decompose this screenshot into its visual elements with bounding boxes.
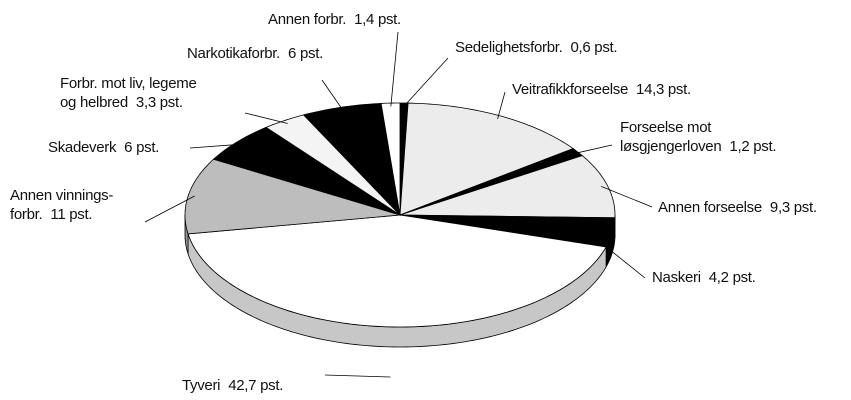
slice-label: Annen vinnings- forbr. 11 pst. <box>10 186 113 224</box>
leader-line <box>144 195 195 223</box>
pie-slice <box>187 214 607 328</box>
pie-slice <box>265 114 401 216</box>
category-name: Annen forbr. <box>268 11 347 28</box>
value-label: 6 pst. <box>124 139 160 156</box>
leader-line <box>324 374 391 378</box>
value-label: 0,6 pst. <box>570 39 618 56</box>
slice-label: Forseelse mot løsgjengerloven 1,2 pst. <box>620 118 777 156</box>
pie-slice <box>399 102 574 216</box>
value-label: 42,7 pst. <box>228 377 284 394</box>
category-name: Forbr. mot liv, legeme og helbred <box>60 75 197 111</box>
leader-line <box>497 91 506 120</box>
value-label: 4,2 pst. <box>708 269 756 286</box>
slice-label: Skadeverk 6 pst. <box>48 138 159 157</box>
leader-line <box>605 246 646 279</box>
slice-label: Forbr. mot liv, legeme og helbred 3,3 pst… <box>60 74 197 112</box>
value-label: 3,3 pst. <box>135 94 183 111</box>
leader-line <box>403 57 449 107</box>
pie-slice <box>212 126 401 216</box>
pie-slice <box>184 158 401 235</box>
slice-label: Veitrafikkforseelse 14,3 pst. <box>512 80 691 99</box>
category-name: Skadeverk <box>48 139 117 156</box>
slice-label: Narkotikaforbr. 6 pst. <box>187 44 323 63</box>
category-name: Annen vinnings- forbr. <box>10 187 114 223</box>
slice-label: Annen forbr. 1,4 pst. <box>268 10 401 29</box>
value-label: 14,3 pst. <box>636 81 691 98</box>
slice-label: Sedelighetsforbr. 0,6 pst. <box>455 38 618 57</box>
leader-line <box>572 144 613 155</box>
value-label: 1,4 pst. <box>354 11 401 28</box>
leader-line <box>189 143 242 149</box>
leader-line <box>601 185 653 208</box>
leader-line <box>321 79 344 111</box>
slice-label: Tyveri 42,7 pst. <box>182 376 283 395</box>
value-label: 11 pst. <box>50 206 93 223</box>
leader-line <box>390 31 399 107</box>
slice-label: Annen forseelse 9,3 pst. <box>658 198 817 217</box>
category-name: Narkotikaforbr. <box>187 45 281 62</box>
value-label: 9,3 pst. <box>769 199 817 216</box>
pie-slice <box>380 102 401 216</box>
category-name: Tyveri <box>182 377 221 394</box>
value-label: 6 pst. <box>288 45 323 62</box>
category-name: Annen forseelse <box>658 199 762 216</box>
leader-line <box>244 112 288 124</box>
category-name: Sedelighetsforbr. <box>455 39 563 56</box>
pie-slice <box>399 155 616 219</box>
category-name: Naskeri <box>652 269 701 286</box>
value-label: 1,2 pst. <box>729 138 777 155</box>
slice-label: Naskeri 4,2 pst. <box>652 268 756 287</box>
category-name: Veitrafikkforseelse <box>512 81 629 98</box>
category-name: Forseelse mot løsgjengerloven <box>620 119 722 155</box>
